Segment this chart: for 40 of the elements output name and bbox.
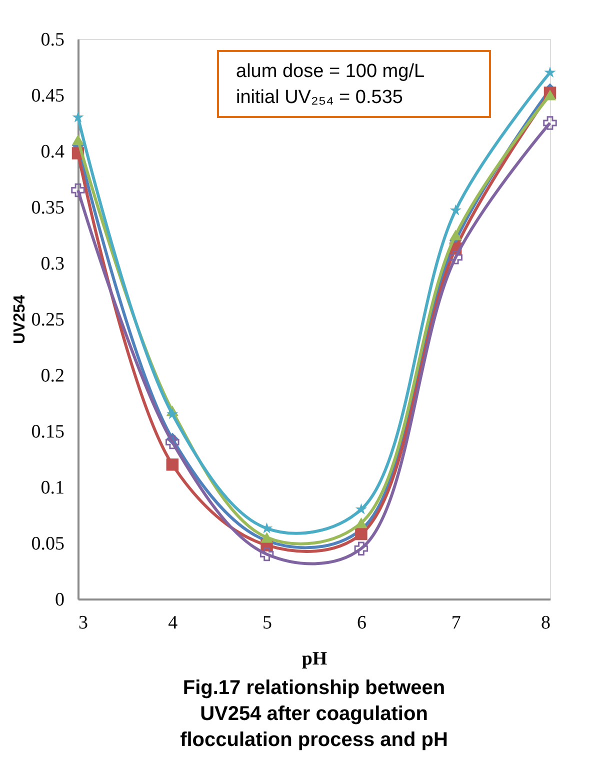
y-tick-label: 0.25: [31, 310, 64, 330]
y-tick-label: 0.35: [31, 198, 64, 218]
x-tick-label: 6: [356, 612, 366, 634]
point: [260, 547, 274, 562]
point: [260, 532, 273, 543]
point: [72, 134, 84, 146]
y-tick-label: 0.3: [40, 254, 64, 274]
x-axis-title: pH: [302, 648, 328, 670]
x-tick-label: 7: [451, 612, 461, 634]
point: [354, 542, 368, 556]
y-tick-label: 0.5: [40, 30, 64, 50]
y-axis-title: UV254: [11, 294, 28, 344]
point: [449, 230, 462, 240]
point: [72, 111, 84, 122]
y-tick-label: 0: [55, 590, 64, 610]
point: [355, 503, 368, 514]
x-tick-label: 8: [541, 612, 550, 634]
y-tick-label: 0.45: [31, 86, 64, 106]
x-tick-label: 4: [168, 612, 178, 634]
point: [355, 528, 368, 540]
x-tick-label: 3: [78, 612, 88, 634]
point: [544, 66, 556, 78]
text: Fig.17 relationship between UV254 after coagulation flocculation process and pH: [180, 677, 448, 751]
y-tick-label: 0.1: [40, 478, 64, 498]
point: [355, 518, 368, 528]
point: [166, 435, 180, 450]
y-tick-label: 0.15: [31, 422, 64, 442]
point: [166, 408, 178, 420]
point: [71, 183, 85, 198]
y-tick-label: 0.4: [40, 142, 65, 162]
annotation: alum dose = 100 mg/L: [236, 61, 425, 82]
x-tick-label: 5: [262, 612, 272, 634]
point: [543, 116, 557, 130]
point: [166, 458, 179, 471]
y-tick-label: 0.2: [40, 366, 64, 386]
y-tick-label: 0.05: [31, 534, 64, 554]
point: [450, 204, 462, 216]
point: [448, 250, 462, 264]
annotation: initial UV₂₅₄ = 0.535: [236, 87, 403, 108]
point: [544, 90, 556, 100]
